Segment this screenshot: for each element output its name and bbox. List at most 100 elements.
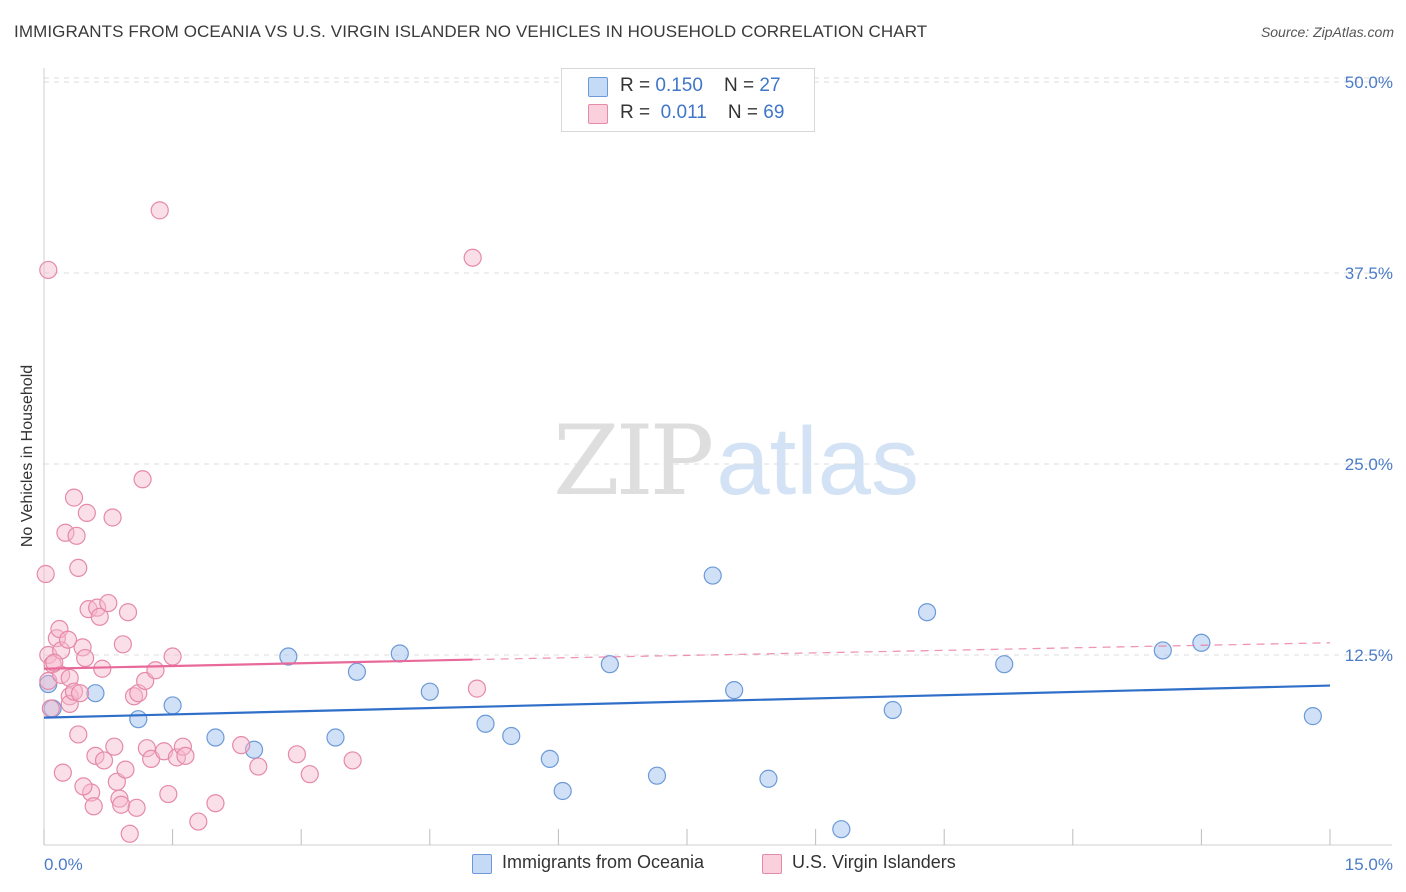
oceania-point — [995, 655, 1014, 674]
virgin-islanders-point — [116, 760, 135, 779]
virgin-islanders-point — [84, 797, 103, 816]
watermark-zip: ZIP — [553, 405, 714, 517]
stats-legend: R = 0.150 N = 27 R = 0.011 N = 69 — [561, 68, 815, 132]
virgin-islanders-point — [60, 668, 79, 688]
virgin-islanders-point — [45, 653, 64, 672]
virgin-islanders-point — [112, 795, 131, 814]
virgin-islanders-point — [176, 746, 195, 765]
axes — [43, 68, 1392, 846]
oceania-point — [502, 726, 521, 746]
stats-text: R = 0.150 N = 27 — [620, 75, 781, 96]
virgin-islanders-point — [137, 739, 156, 758]
oceania-point — [1153, 641, 1172, 660]
watermark-atlas: atlas — [716, 408, 919, 515]
virgin-islanders-point — [64, 682, 84, 701]
virgin-islanders-point — [94, 751, 114, 770]
virgin-islanders-point — [69, 558, 88, 578]
virgin-islanders-point — [76, 648, 95, 668]
virgin-islanders-point — [150, 201, 169, 220]
virgin-islanders-legend-label: U.S. Virgin Islanders — [792, 852, 956, 872]
virgin-islanders-point — [73, 638, 92, 657]
oceania-point — [420, 682, 439, 701]
oceania-point — [883, 700, 902, 720]
chart-title: IMMIGRANTS FROM OCEANIA VS U.S. VIRGIN I… — [14, 22, 928, 41]
y-tick-label: 37.5% — [1345, 264, 1393, 283]
virgin-islanders-point — [133, 470, 152, 489]
y-tick-label: 25.0% — [1345, 455, 1393, 474]
oceania-point — [1303, 707, 1322, 726]
y-tick-labels: 12.5% 25.0% 37.5% 50.0% — [1345, 73, 1393, 665]
oceania-trend-line — [43, 684, 1331, 719]
oceania-point — [647, 766, 667, 785]
virgin-islanders-point — [86, 746, 105, 765]
oceania-point — [326, 728, 345, 747]
oceania-point — [703, 566, 722, 585]
virgin-islanders-point — [127, 798, 146, 817]
virgin-islanders-point — [146, 661, 165, 680]
oceania-point — [347, 662, 367, 681]
virgin-islanders-point — [39, 260, 58, 280]
x-tick-label: 15.0% — [1345, 855, 1393, 874]
x-tick-labels: 0.0% 15.0% — [44, 855, 1393, 874]
oceania-point — [759, 769, 778, 788]
oceania-point — [86, 684, 105, 703]
virgin-islanders-point — [163, 647, 182, 666]
virgin-islanders-point — [93, 659, 112, 678]
source-label[interactable]: Source: ZipAtlas.com — [1260, 24, 1394, 40]
virgin-islanders-point — [189, 812, 208, 831]
oceania-point — [600, 655, 619, 674]
virgin-islanders-swatch — [588, 104, 608, 124]
virgin-islanders-point — [120, 824, 139, 843]
oceania-legend-label: Immigrants from Oceania — [502, 852, 705, 872]
oceania-point — [540, 749, 559, 769]
virgin-islanders-trend-line — [43, 658, 473, 670]
oceania-point — [725, 681, 744, 700]
virgin-islanders-point — [113, 635, 132, 654]
virgin-islanders-point — [343, 751, 362, 770]
oceania-point — [390, 644, 409, 663]
oceania-point — [206, 728, 225, 747]
virgin-islanders-point — [53, 763, 72, 782]
virgin-islanders-point — [118, 603, 138, 622]
virgin-islanders-point — [64, 488, 84, 507]
virgin-islanders-point — [249, 757, 268, 776]
oceania-legend-swatch — [472, 854, 492, 874]
virgin-islanders-point — [206, 794, 225, 813]
oceania-point — [917, 603, 937, 622]
virgin-islanders-point — [67, 526, 86, 545]
virgin-islanders-point — [36, 564, 55, 584]
oceania-point — [129, 710, 148, 729]
x-tick-label: 0.0% — [44, 855, 83, 874]
oceania-point — [279, 647, 298, 666]
oceania-point — [553, 781, 572, 801]
virgin-islanders-point — [99, 593, 118, 613]
virgin-islanders-point — [467, 679, 487, 698]
oceania-point — [476, 714, 495, 733]
oceania-point — [163, 696, 182, 715]
virgin-islanders-point — [56, 523, 75, 542]
virgin-islanders-point — [70, 684, 90, 703]
stats-text: R = 0.011 N = 69 — [620, 102, 785, 123]
virgin-islanders-point — [77, 503, 96, 522]
virgin-islanders-point — [103, 508, 122, 527]
y-tick-label: 50.0% — [1345, 73, 1393, 92]
virgin-islanders-point — [110, 789, 129, 808]
virgin-islanders-point — [58, 630, 78, 649]
virgin-islanders-point — [463, 248, 482, 267]
virgin-islanders-point — [74, 777, 93, 796]
watermark: ZIPatlas — [553, 405, 919, 517]
trend-lines — [43, 642, 1331, 719]
virgin-islanders-point — [105, 737, 124, 756]
oceania-swatch — [588, 77, 608, 97]
virgin-islanders-point — [41, 699, 60, 718]
virgin-islanders-point — [232, 736, 251, 755]
oceania-point — [1192, 633, 1211, 652]
series-virgin-islanders-points — [36, 201, 487, 843]
virgin-islanders-point — [287, 745, 307, 764]
virgin-islanders-legend-swatch — [762, 854, 782, 874]
virgin-islanders-point — [159, 784, 178, 804]
oceania-point — [832, 820, 851, 839]
virgin-islanders-trend-extension — [472, 642, 1331, 661]
virgin-islanders-point — [90, 607, 109, 626]
